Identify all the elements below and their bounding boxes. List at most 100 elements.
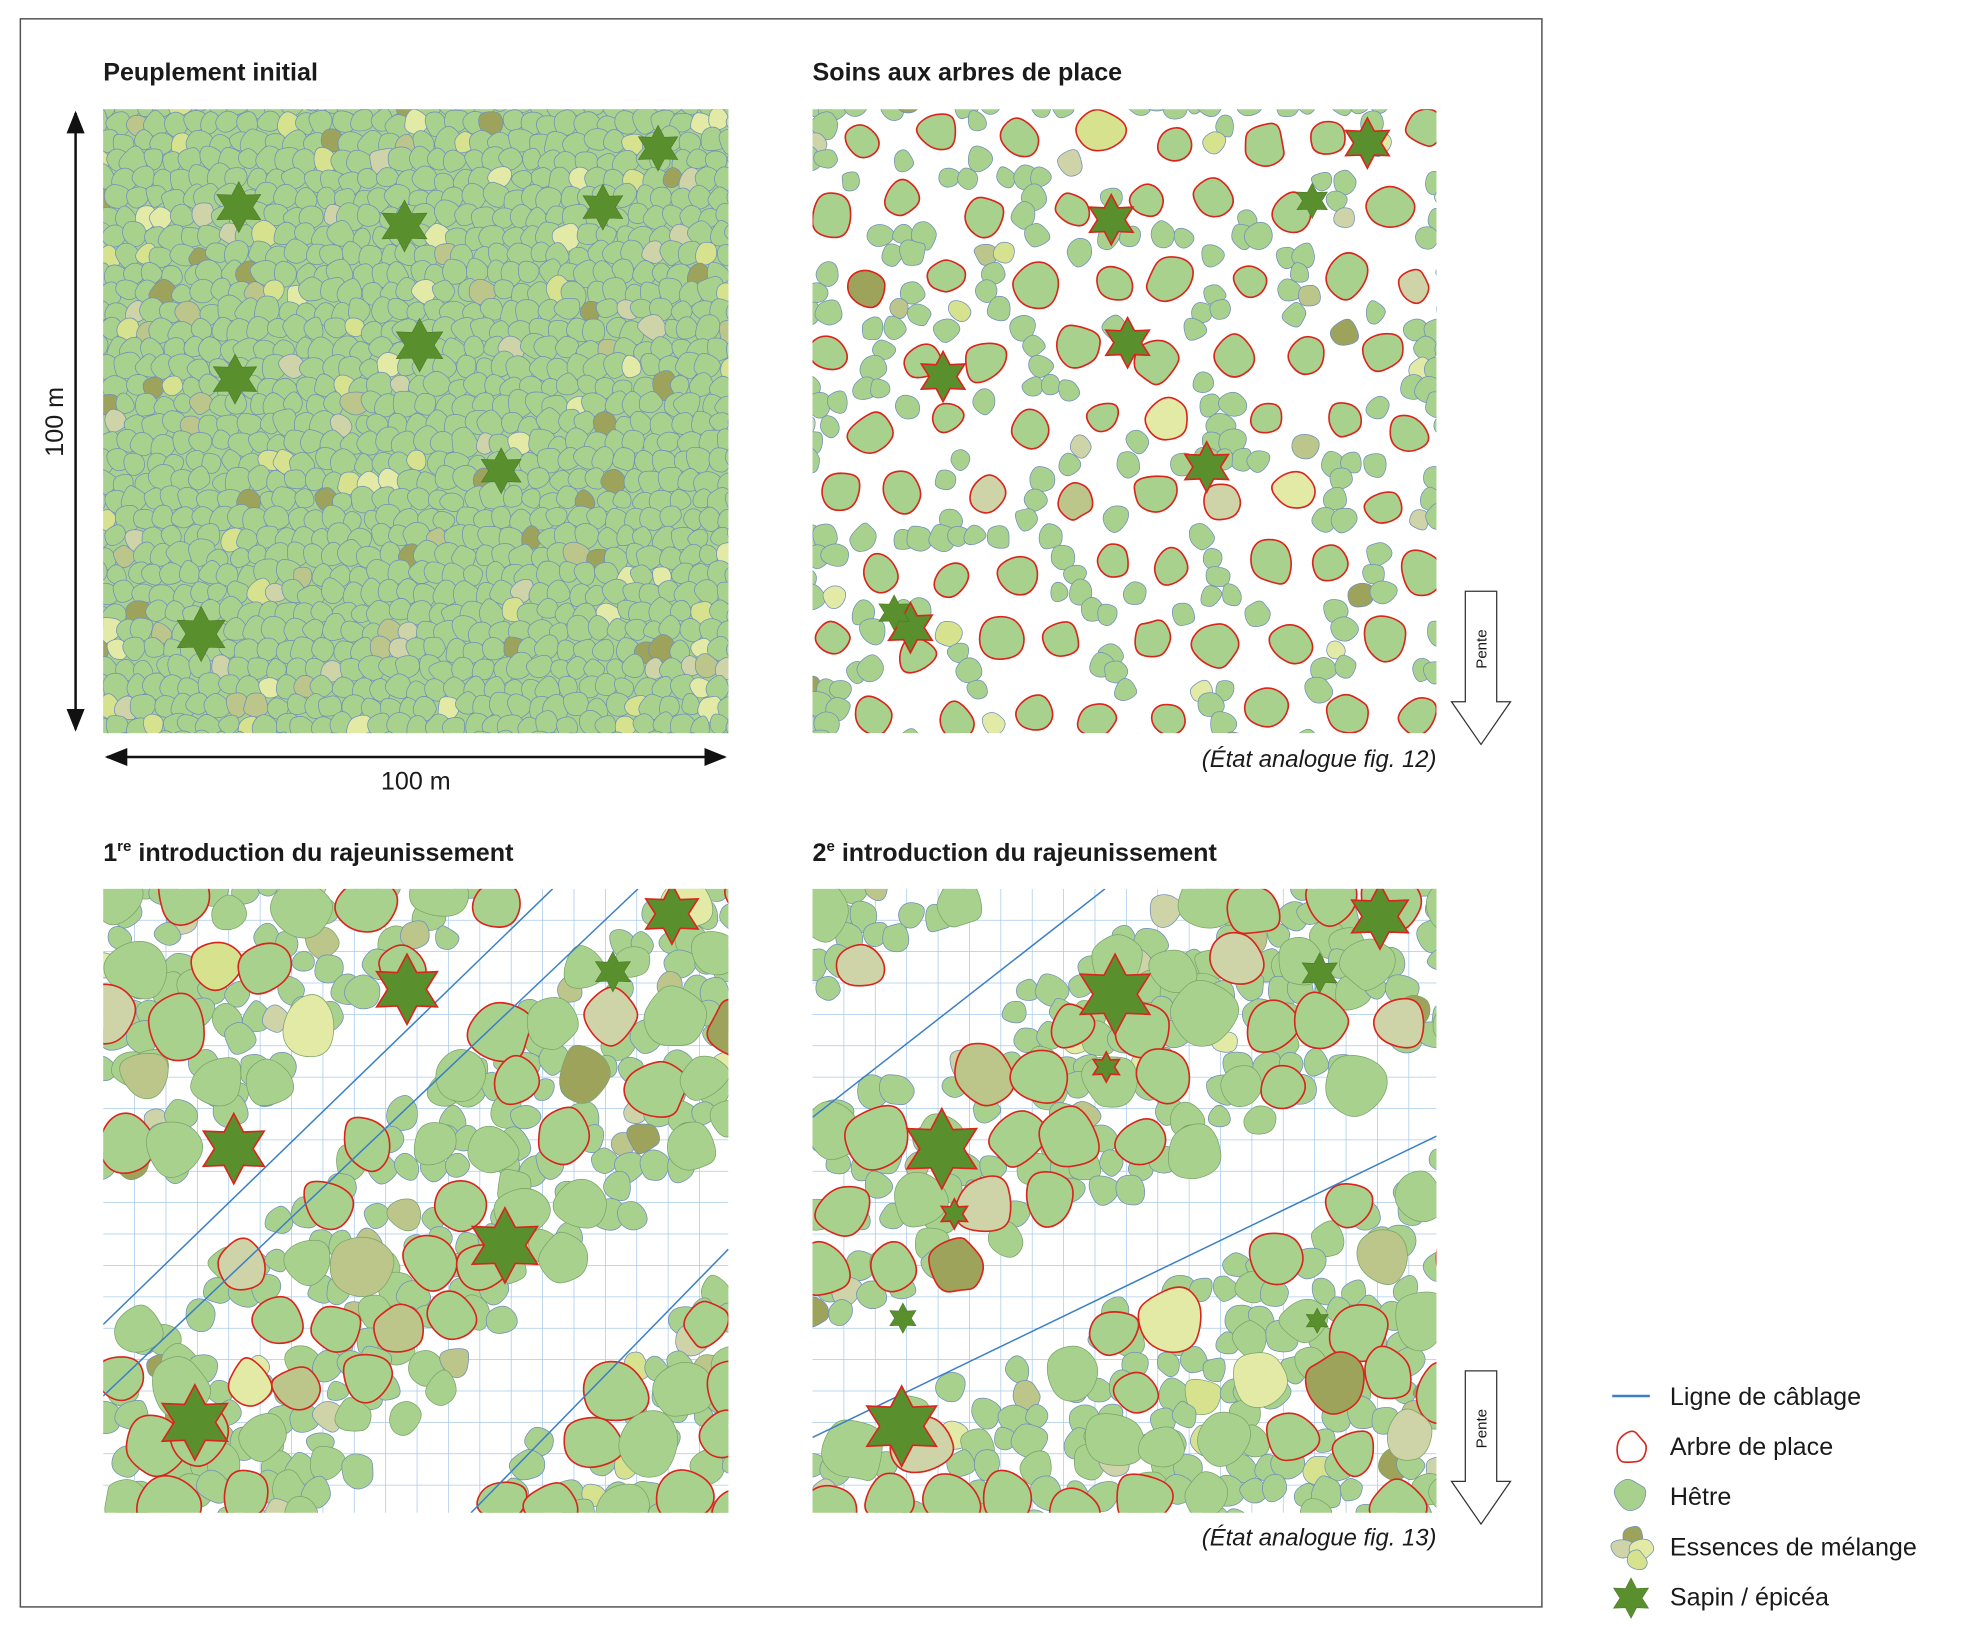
tree-crown bbox=[1339, 1478, 1363, 1502]
tree-crown bbox=[104, 524, 126, 546]
tree-crown bbox=[365, 732, 372, 734]
tree-crown bbox=[1276, 109, 1299, 118]
tree-crown bbox=[812, 282, 829, 304]
tree-crown bbox=[1171, 602, 1196, 626]
tree-crown bbox=[456, 354, 477, 379]
tree-crown bbox=[133, 509, 156, 530]
tree-crown bbox=[594, 673, 618, 696]
tree-crown bbox=[1209, 299, 1231, 320]
conifer bbox=[582, 183, 624, 231]
conifer bbox=[216, 180, 262, 234]
elite-tree-crown bbox=[1364, 1345, 1412, 1400]
tree-crown bbox=[899, 281, 926, 305]
tree-crown bbox=[409, 888, 470, 917]
cable-line bbox=[103, 888, 554, 1325]
tree-crown bbox=[341, 1453, 374, 1490]
tree-crown bbox=[338, 735, 361, 756]
tree-crown bbox=[316, 186, 337, 210]
tree-crown bbox=[856, 654, 884, 683]
elite-tree-crown bbox=[537, 1106, 591, 1166]
tree-crown bbox=[1220, 1065, 1263, 1108]
tree-crown bbox=[641, 240, 665, 264]
elite-tree-crown bbox=[1304, 1351, 1365, 1415]
tree-crown bbox=[1311, 1220, 1345, 1258]
tree-crown bbox=[133, 734, 157, 756]
tree-crown bbox=[1239, 1477, 1268, 1504]
conifer bbox=[1344, 116, 1391, 170]
tree-crown bbox=[647, 730, 664, 734]
tree-crown bbox=[688, 184, 712, 210]
tree-crown bbox=[899, 239, 926, 266]
tree-crown bbox=[1069, 434, 1092, 459]
tree-crown bbox=[1434, 343, 1437, 356]
tree-crown bbox=[1304, 676, 1334, 704]
elite-tree-crown bbox=[1128, 183, 1164, 218]
elite-tree-crown bbox=[582, 1360, 650, 1422]
elite-tree-crown bbox=[223, 1469, 269, 1513]
tree-crown bbox=[406, 449, 427, 472]
tree-crown bbox=[688, 732, 696, 734]
tree-crown bbox=[1422, 1252, 1437, 1282]
conifer bbox=[905, 1106, 979, 1191]
tree-crown bbox=[1370, 109, 1388, 114]
elite-tree-crown bbox=[812, 1484, 858, 1513]
tree-crown bbox=[624, 618, 648, 641]
conifer bbox=[381, 199, 428, 253]
panel-content bbox=[103, 888, 729, 1513]
tree-crown bbox=[1395, 1291, 1437, 1352]
elite-tree-crown bbox=[402, 1234, 458, 1292]
tree-crown bbox=[487, 242, 510, 266]
note: (État analogue fig. 12) bbox=[1202, 746, 1437, 773]
tree-crown bbox=[386, 1198, 422, 1232]
tree-crown bbox=[663, 949, 697, 979]
tree-crown bbox=[906, 303, 932, 327]
tree-crown bbox=[1246, 450, 1271, 473]
tree-crown bbox=[309, 1445, 346, 1481]
elite-tree-crown bbox=[812, 1240, 851, 1297]
tree-crown bbox=[496, 714, 525, 734]
tree-crown bbox=[444, 1152, 471, 1178]
tree-crown bbox=[658, 614, 681, 640]
elite-tree-crown bbox=[1096, 543, 1129, 578]
conifer bbox=[594, 950, 631, 993]
tree-crown bbox=[1170, 980, 1240, 1047]
tree-crown bbox=[1435, 269, 1437, 276]
elite-tree-crown bbox=[1616, 1430, 1647, 1463]
elite-tree-crown bbox=[969, 474, 1007, 514]
tree-crown bbox=[812, 391, 831, 419]
tree-crown bbox=[531, 730, 549, 734]
tree-crown bbox=[966, 679, 988, 700]
tree-crown bbox=[1009, 315, 1036, 342]
elite-tree-crown bbox=[999, 117, 1040, 158]
tree-crown bbox=[861, 316, 884, 340]
arrow-shape bbox=[1450, 1370, 1512, 1526]
elite-tree-crown bbox=[939, 700, 975, 734]
tree-crown bbox=[1173, 227, 1195, 249]
tree-crown bbox=[680, 109, 699, 116]
panel-title: Peuplement initial bbox=[103, 58, 318, 86]
tree-crown bbox=[283, 1239, 331, 1287]
tree-crown bbox=[1436, 383, 1437, 387]
tree-crown bbox=[169, 203, 195, 227]
elite-tree-crown bbox=[1311, 544, 1349, 582]
tree-crown bbox=[679, 543, 704, 567]
tree-crown bbox=[442, 717, 466, 734]
elite-tree-crown bbox=[1435, 1248, 1437, 1267]
ordinal-suffix: e bbox=[826, 838, 834, 855]
tree-crown bbox=[309, 674, 334, 698]
tree-crown bbox=[538, 1231, 589, 1284]
dimension-label: 100 m bbox=[381, 768, 451, 796]
tree-crown bbox=[1433, 418, 1437, 433]
tree-crown bbox=[356, 430, 381, 456]
elite-tree-crown bbox=[522, 1482, 579, 1513]
elite-tree-crown bbox=[1389, 414, 1430, 452]
tree-crown bbox=[719, 903, 729, 930]
tree-crown bbox=[114, 242, 140, 270]
tree-crown bbox=[1149, 894, 1183, 928]
tree-crown bbox=[493, 109, 507, 112]
tree-crown bbox=[493, 279, 515, 300]
elite-tree-crown bbox=[1041, 621, 1080, 657]
tree-crown bbox=[435, 925, 460, 950]
tree-crown bbox=[1201, 244, 1225, 268]
tree-crown bbox=[936, 888, 983, 928]
